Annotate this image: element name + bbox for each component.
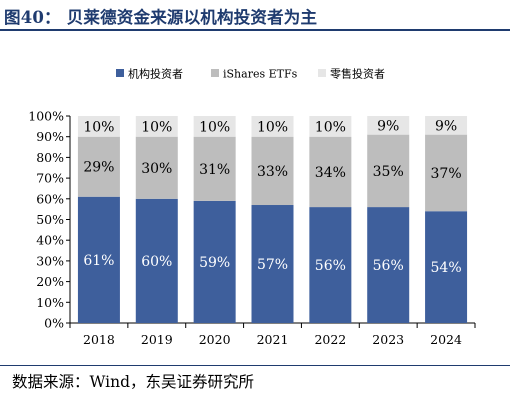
y-tick-label: 90% [36, 129, 64, 144]
bar-segment-3 [193, 116, 236, 137]
data-label: 9% [377, 118, 399, 134]
bar-segment-1 [251, 205, 294, 323]
source-divider [0, 365, 510, 366]
data-label: 10% [199, 119, 230, 135]
data-label: 31% [199, 162, 230, 178]
bar-segment-1 [425, 211, 468, 323]
title-divider [0, 29, 510, 31]
bar-segment-2 [251, 136, 294, 206]
data-label: 35% [373, 164, 404, 180]
y-tick-label: 80% [36, 150, 64, 165]
data-label: 10% [141, 119, 172, 135]
data-label: 9% [435, 118, 457, 134]
data-label: 34% [315, 165, 346, 181]
data-label: 57% [257, 257, 288, 273]
bar-segment-3 [367, 116, 410, 135]
bar-segment-1 [367, 207, 410, 323]
source-note: 数据来源：Wind，东吴证券研究所 [12, 373, 255, 391]
data-label: 56% [315, 258, 346, 274]
y-tick-label: 10% [36, 295, 64, 310]
bar-segment-3 [309, 116, 352, 137]
data-label: 59% [199, 255, 230, 271]
bar-segment-1 [309, 207, 352, 323]
data-label: 56% [373, 258, 404, 274]
legend: 机构投资者 iShares ETFs 零售投资者 [116, 67, 385, 81]
legend-swatch-3 [318, 69, 326, 77]
bar-segment-2 [425, 134, 468, 212]
y-tick-label: 100% [28, 109, 64, 124]
bar-segment-1 [193, 200, 236, 323]
y-tick-label: 70% [36, 171, 64, 186]
x-tick-label: 2022 [314, 332, 346, 347]
bar-segment-2 [135, 136, 178, 199]
x-tick-label: 2024 [430, 332, 462, 347]
legend-swatch-1 [116, 69, 124, 77]
x-tick-label: 2018 [83, 332, 115, 347]
bar-segment-3 [425, 116, 468, 135]
data-label: 29% [83, 160, 114, 176]
bar-segment-3 [135, 116, 178, 137]
data-label: 10% [257, 119, 288, 135]
y-tick-label: 30% [36, 253, 64, 268]
data-label: 54% [431, 260, 462, 276]
data-label: 61% [83, 253, 114, 269]
x-tick-label: 2019 [141, 332, 173, 347]
legend-swatch-2 [211, 69, 219, 77]
data-label: 10% [83, 119, 114, 135]
legend-label-3: 零售投资者 [330, 67, 385, 81]
chart-title: 图40： 贝莱德资金来源以机构投资者为主 [4, 8, 318, 27]
bar-segment-3 [251, 116, 294, 137]
y-tick-label: 20% [36, 274, 64, 289]
bar-segment-1 [77, 196, 120, 323]
bar-segment-3 [77, 116, 120, 137]
bars: 61% 29% 10% 60% 30% 10% 59% 31% 10% 57% 33% 10% 56% 3… [77, 116, 468, 323]
y-tick-label: 50% [36, 212, 64, 227]
data-label: 37% [431, 166, 462, 182]
x-tick-label: 2021 [257, 332, 289, 347]
y-tick-label: 40% [36, 233, 64, 248]
data-label: 30% [141, 161, 172, 177]
legend-label-2: iShares ETFs [223, 68, 298, 81]
y-tick-label: 0% [44, 316, 64, 331]
data-label: 60% [141, 254, 172, 270]
bar-segment-1 [135, 198, 178, 323]
bar-segment-2 [77, 136, 120, 197]
bar-segment-2 [367, 134, 410, 208]
axes: 0% 10% 20% 30% 40% 50% 60% 70% 80% 90% 100% 2018 201… [28, 109, 476, 347]
x-tick-label: 2023 [372, 332, 404, 347]
data-label: 10% [315, 119, 346, 135]
data-label: 33% [257, 164, 288, 180]
bar-segment-2 [309, 136, 352, 208]
bar-segment-2 [193, 136, 236, 201]
x-tick-label: 2020 [199, 332, 231, 347]
legend-label-1: 机构投资者 [128, 67, 183, 81]
y-tick-label: 60% [36, 191, 64, 206]
